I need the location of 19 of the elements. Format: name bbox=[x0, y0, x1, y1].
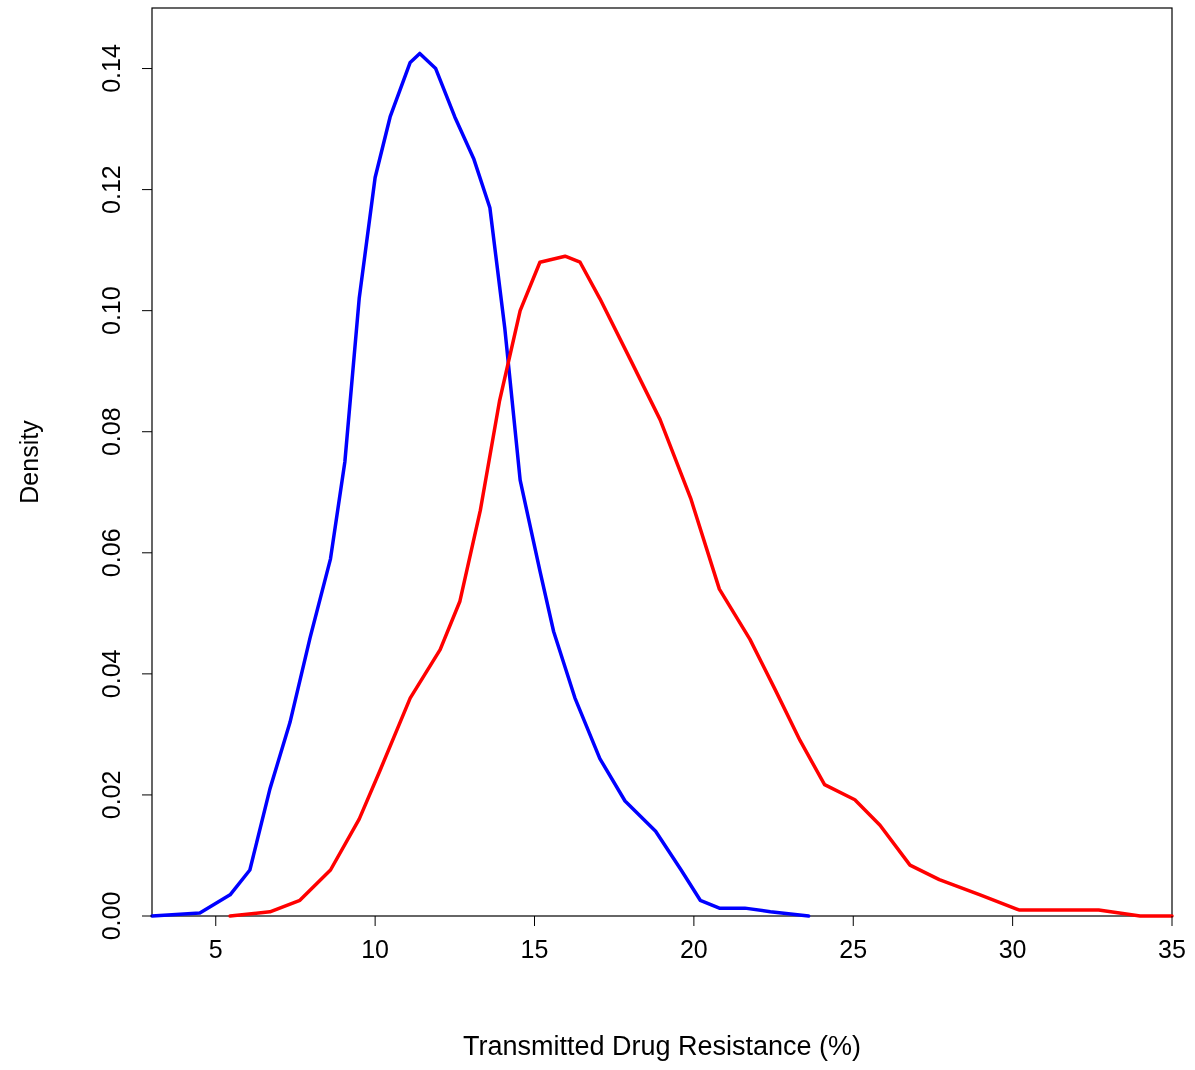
x-tick-label: 25 bbox=[839, 935, 868, 963]
x-tick-label: 10 bbox=[361, 935, 390, 963]
x-tick-label: 5 bbox=[208, 935, 223, 963]
y-tick-label: 0.12 bbox=[97, 165, 125, 214]
x-tick-label: 20 bbox=[679, 935, 708, 963]
y-tick-label: 0.08 bbox=[97, 407, 125, 457]
y-tick-label: 0.06 bbox=[97, 528, 125, 578]
line-series bbox=[150, 51, 811, 918]
y-axis-title: Density bbox=[15, 419, 43, 504]
x-axis-title: Transmitted Drug Resistance (%) bbox=[462, 1031, 862, 1061]
x-tick-label: 30 bbox=[998, 935, 1027, 963]
y-tick-label: 0.02 bbox=[97, 770, 125, 820]
y-tick-label: 0.10 bbox=[97, 286, 125, 335]
x-tick-label: 35 bbox=[1158, 935, 1186, 963]
y-tick-label: 0.14 bbox=[97, 44, 125, 93]
y-tick-label: 0.04 bbox=[97, 649, 125, 699]
x-tick-label: 15 bbox=[520, 935, 549, 963]
line-series bbox=[228, 254, 1174, 918]
y-tick-label: 0.00 bbox=[97, 891, 125, 941]
